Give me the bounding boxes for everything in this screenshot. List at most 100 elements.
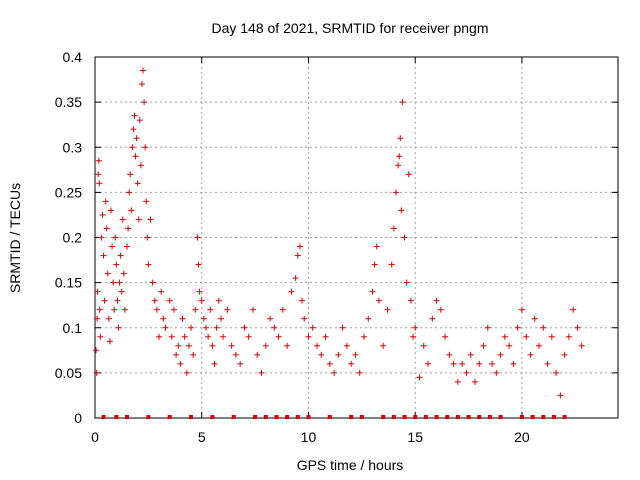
data-point: [544, 360, 551, 367]
data-point: [217, 315, 224, 322]
data-point: [101, 297, 108, 304]
data-point: [369, 288, 376, 295]
data-point: [437, 306, 444, 313]
data-point: [480, 342, 487, 349]
data-point: [96, 180, 103, 187]
data-point: [195, 261, 202, 268]
data-point: [514, 324, 521, 331]
zero-marker: [402, 415, 407, 419]
data-point: [94, 315, 101, 322]
data-point: [288, 288, 295, 295]
data-point: [192, 306, 199, 313]
zero-marker: [349, 415, 354, 419]
data-point: [463, 369, 470, 376]
data-point: [128, 207, 135, 214]
data-point: [126, 189, 133, 196]
data-point: [205, 333, 212, 340]
data-point: [279, 306, 286, 313]
zero-marker: [519, 415, 524, 419]
data-point: [425, 360, 432, 367]
zero-marker: [359, 415, 364, 419]
data-point: [420, 342, 427, 349]
data-point: [141, 99, 148, 106]
data-point: [160, 315, 167, 322]
data-point: [177, 360, 184, 367]
zero-marker: [327, 415, 332, 419]
data-point: [531, 315, 538, 322]
data-point: [506, 342, 513, 349]
data-point: [93, 347, 100, 354]
x-tick-label: 20: [514, 429, 530, 445]
data-point: [322, 333, 329, 340]
x-tick-label: 0: [91, 429, 99, 445]
data-point: [170, 306, 177, 313]
zero-marker: [295, 415, 300, 419]
data-point: [129, 144, 136, 151]
data-point: [561, 351, 568, 358]
data-point: [130, 126, 137, 133]
zero-marker: [530, 415, 535, 419]
y-tick-label: 0.1: [63, 320, 83, 336]
data-point: [471, 378, 478, 385]
data-point: [356, 369, 363, 376]
data-point: [331, 369, 338, 376]
data-point: [203, 324, 210, 331]
zero-marker: [114, 415, 119, 419]
zero-marker: [125, 415, 130, 419]
data-point: [209, 342, 216, 349]
x-tick-label: 5: [198, 429, 206, 445]
zero-marker: [434, 415, 439, 419]
data-point: [196, 288, 203, 295]
data-point: [410, 333, 417, 340]
data-point: [326, 360, 333, 367]
data-point: [106, 338, 113, 345]
zero-marker: [487, 415, 492, 419]
zero-marker: [413, 415, 418, 419]
data-point: [258, 369, 265, 376]
data-point: [125, 225, 132, 232]
data-point: [416, 374, 423, 381]
data-point: [190, 351, 197, 358]
data-point: [476, 360, 483, 367]
data-point: [94, 288, 101, 295]
data-point: [352, 351, 359, 358]
data-point: [96, 306, 103, 313]
data-points: [93, 67, 585, 399]
data-point: [120, 270, 127, 277]
data-point: [578, 342, 585, 349]
data-point: [392, 189, 399, 196]
data-point: [343, 342, 350, 349]
data-point: [103, 225, 110, 232]
data-point: [371, 261, 378, 268]
data-point: [405, 171, 412, 178]
data-point: [284, 342, 291, 349]
data-point: [574, 324, 581, 331]
data-point: [395, 162, 402, 169]
data-point: [399, 99, 406, 106]
data-point: [220, 333, 227, 340]
data-point: [102, 198, 109, 205]
x-axis-label: GPS time / hours: [297, 457, 404, 473]
data-point: [179, 315, 186, 322]
zero-marker: [146, 415, 151, 419]
zero-marker: [541, 415, 546, 419]
data-point: [380, 342, 387, 349]
data-point: [429, 315, 436, 322]
data-point: [137, 162, 144, 169]
data-point: [565, 333, 572, 340]
data-point: [200, 315, 207, 322]
data-point: [93, 369, 100, 376]
data-point: [213, 324, 220, 331]
data-point: [143, 198, 150, 205]
data-point: [390, 225, 397, 232]
y-tick-labels: 0 0.05 0.1 0.15 0.2 0.25 0.3 0.35 0.4: [55, 49, 82, 426]
data-point: [188, 324, 195, 331]
data-point: [175, 342, 182, 349]
data-point: [124, 243, 131, 250]
data-point: [433, 297, 440, 304]
data-point: [224, 306, 231, 313]
zero-marker: [445, 415, 450, 419]
data-point: [138, 81, 145, 88]
data-point: [271, 324, 278, 331]
data-point: [168, 333, 175, 340]
